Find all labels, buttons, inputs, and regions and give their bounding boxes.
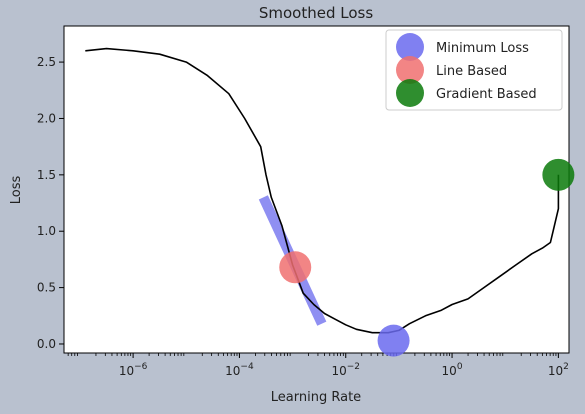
legend-swatch	[396, 56, 424, 84]
legend-label: Line Based	[436, 64, 507, 79]
x-tick-label: 102	[548, 362, 569, 378]
gradient-based-marker	[542, 158, 575, 191]
minimum-loss-marker	[377, 324, 410, 357]
y-tick-label: 1.5	[37, 168, 56, 182]
loss-curve-line	[85, 47, 560, 334]
x-tick-label: 10−2	[331, 362, 360, 378]
y-tick-label: 0.5	[37, 281, 56, 295]
x-axis-ticks: 10−6 10−4 10−2 100 102	[67, 353, 569, 378]
x-axis-label: Learning Rate	[271, 390, 361, 405]
y-tick-label: 2.5	[37, 55, 56, 69]
x-tick-label: 10−6	[119, 362, 148, 378]
x-tick-label: 10−4	[225, 362, 254, 378]
legend-box	[385, 29, 563, 111]
marker-layer	[279, 158, 575, 357]
y-tick-label: 0.0	[37, 337, 56, 351]
legend-swatch	[396, 33, 424, 61]
y-axis-label: Loss	[9, 176, 24, 205]
y-tick-label: 1.0	[37, 224, 56, 238]
legend: Minimum Loss Line Based Gradient Based	[385, 29, 563, 111]
x-tick-label: 100	[442, 362, 463, 378]
y-axis-ticks: 0.0 0.5 1.0 1.5 2.0 2.5	[37, 55, 64, 351]
chart-title: Smoothed Loss	[259, 4, 373, 22]
y-tick-label: 2.0	[37, 111, 56, 125]
legend-label: Minimum Loss	[436, 41, 529, 56]
line-based-marker	[279, 251, 312, 284]
legend-swatch	[396, 79, 424, 107]
legend-label: Gradient Based	[436, 87, 537, 102]
